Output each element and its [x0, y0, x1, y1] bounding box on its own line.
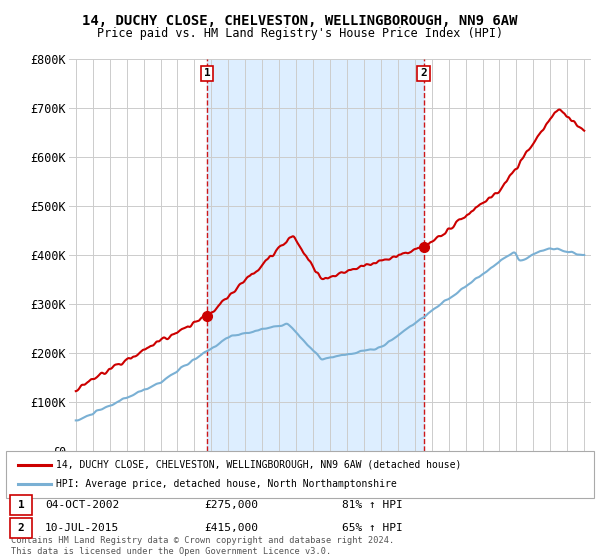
Text: 1: 1: [204, 68, 211, 78]
Text: Contains HM Land Registry data © Crown copyright and database right 2024.
This d: Contains HM Land Registry data © Crown c…: [11, 536, 394, 556]
Text: HPI: Average price, detached house, North Northamptonshire: HPI: Average price, detached house, Nort…: [56, 479, 397, 489]
Text: 81% ↑ HPI: 81% ↑ HPI: [342, 500, 403, 510]
Text: £415,000: £415,000: [204, 523, 258, 533]
Bar: [207, 59, 424, 451]
Text: 04-OCT-2002: 04-OCT-2002: [45, 500, 119, 510]
Text: 2: 2: [17, 523, 25, 533]
Text: 14, DUCHY CLOSE, CHELVESTON, WELLINGBOROUGH, NN9 6AW (detached house): 14, DUCHY CLOSE, CHELVESTON, WELLINGBORO…: [56, 460, 461, 470]
Text: £275,000: £275,000: [204, 500, 258, 510]
Text: Price paid vs. HM Land Registry's House Price Index (HPI): Price paid vs. HM Land Registry's House …: [97, 27, 503, 40]
Text: 2: 2: [420, 68, 427, 78]
Text: 10-JUL-2015: 10-JUL-2015: [45, 523, 119, 533]
Text: 65% ↑ HPI: 65% ↑ HPI: [342, 523, 403, 533]
Text: 14, DUCHY CLOSE, CHELVESTON, WELLINGBOROUGH, NN9 6AW: 14, DUCHY CLOSE, CHELVESTON, WELLINGBORO…: [82, 14, 518, 28]
Text: 1: 1: [17, 500, 25, 510]
